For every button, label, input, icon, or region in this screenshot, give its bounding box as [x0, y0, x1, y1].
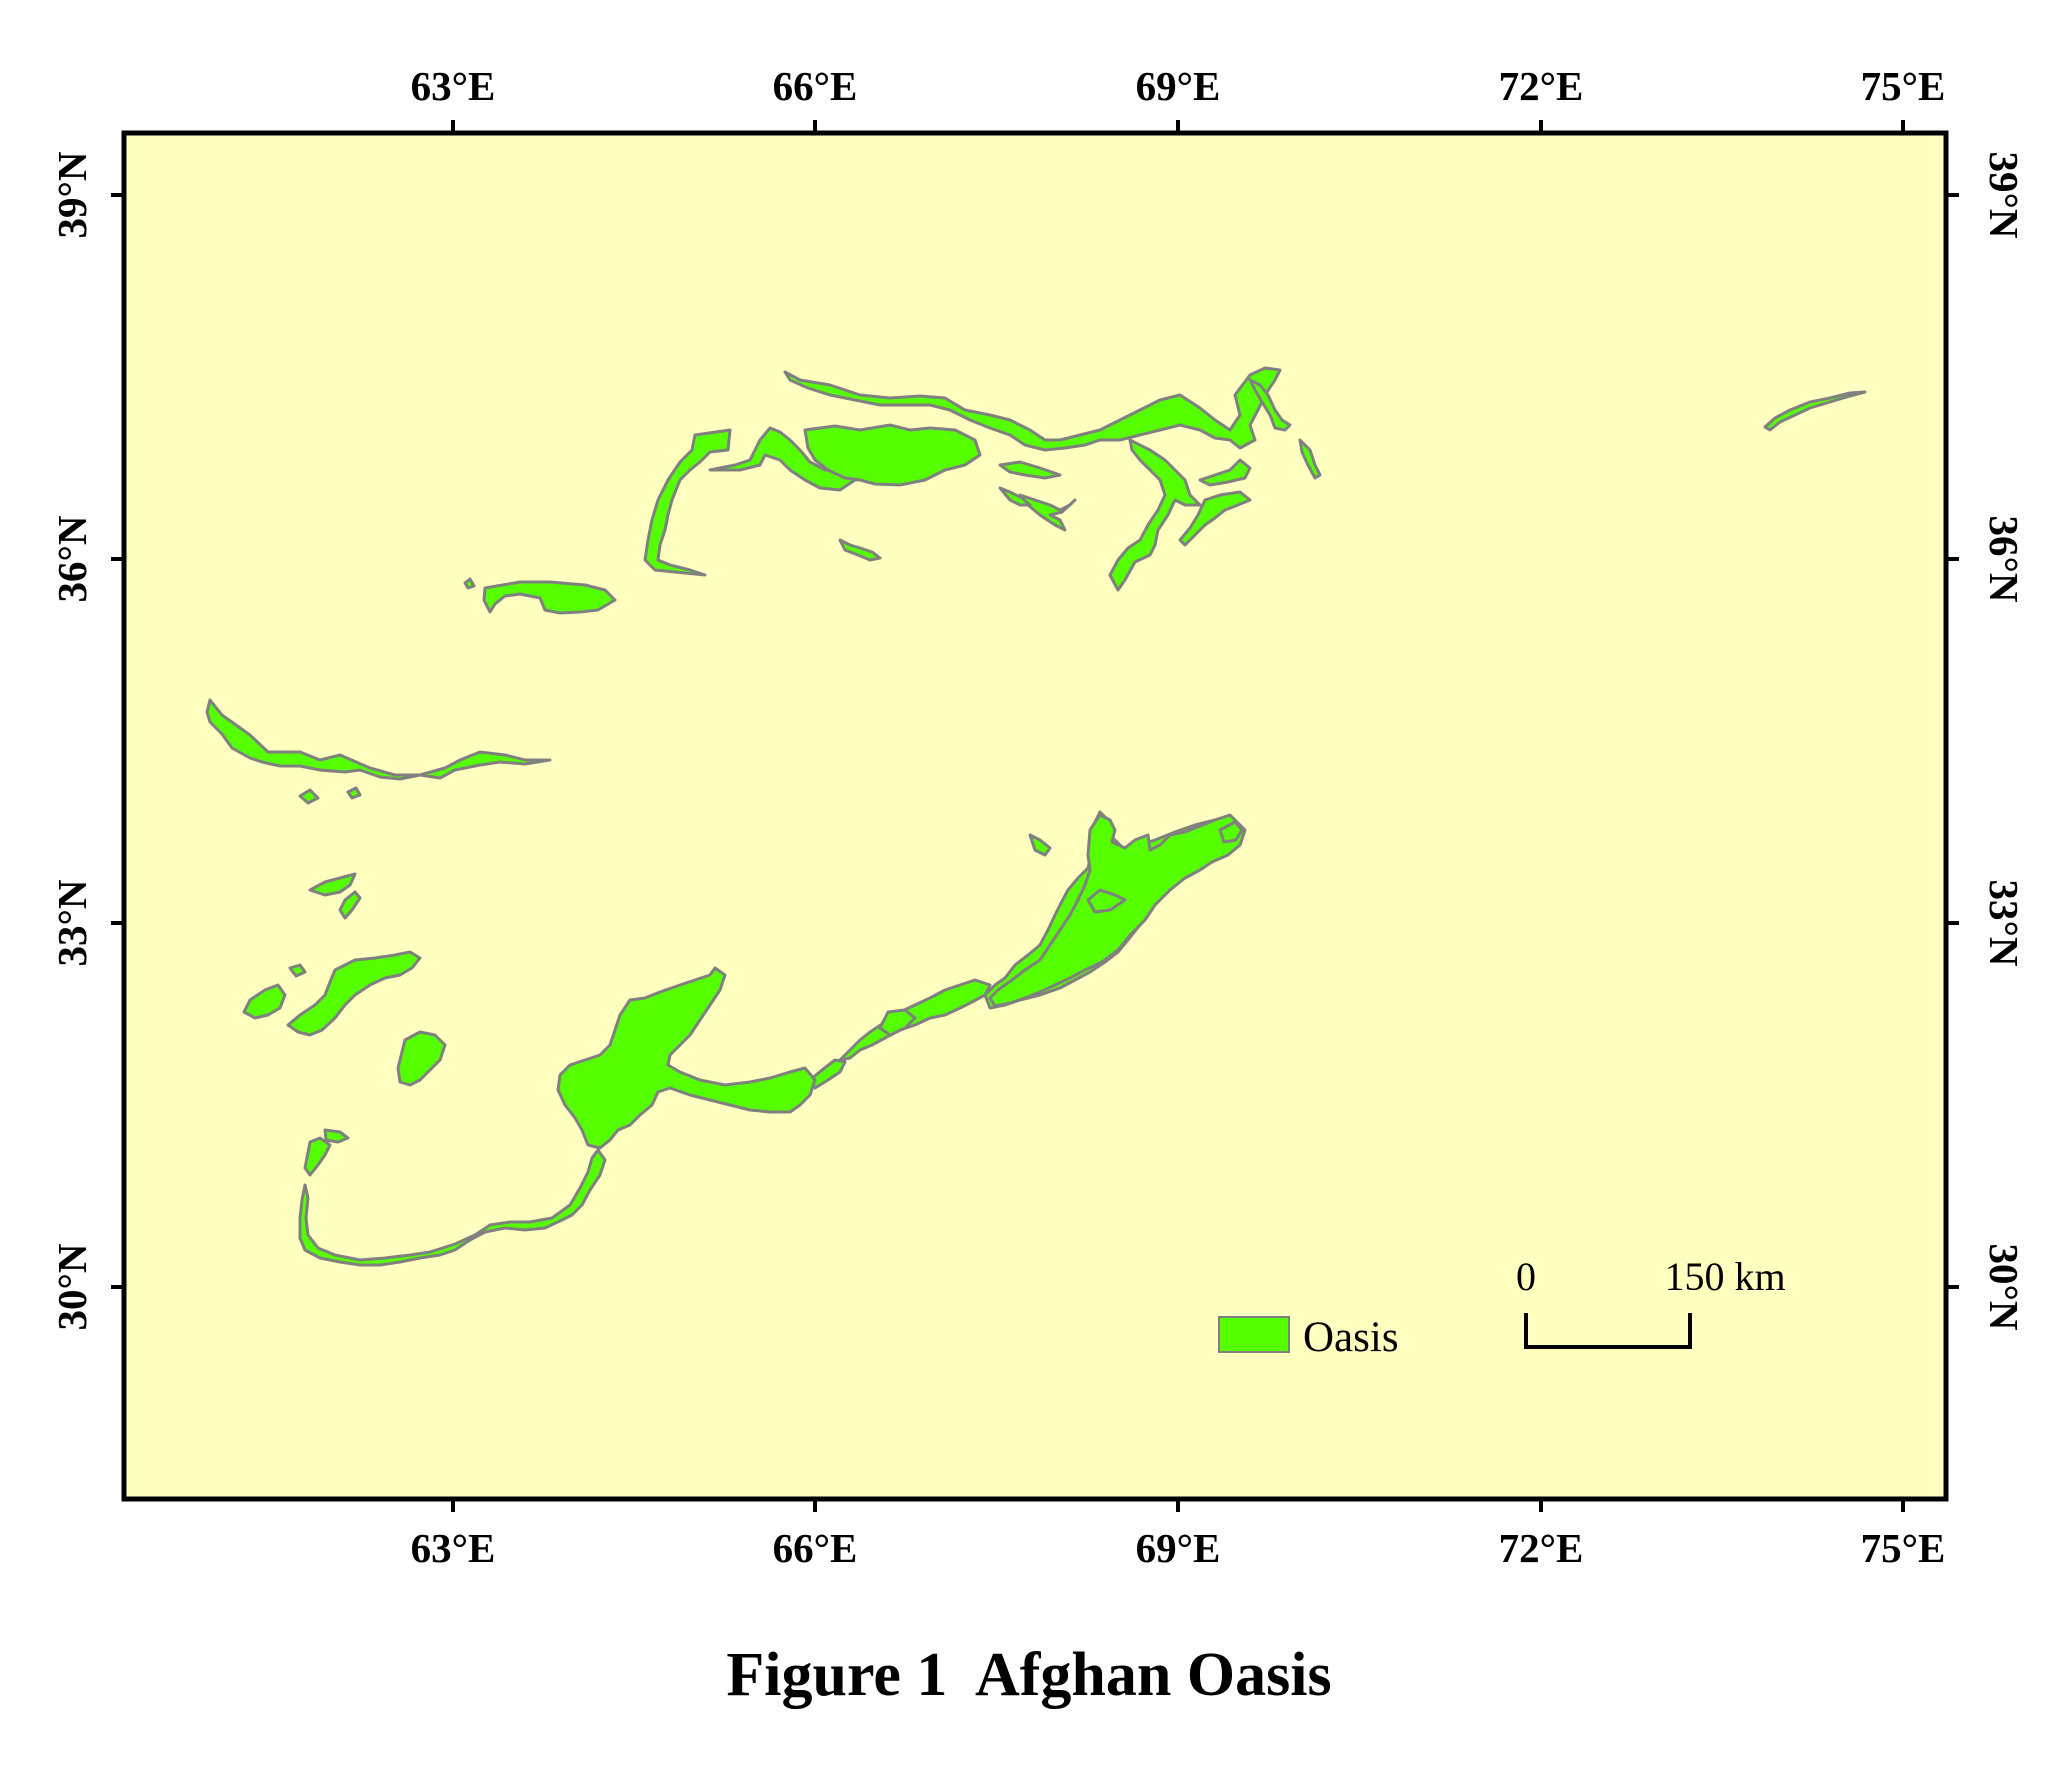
oasis-region — [556, 966, 817, 1150]
lon-tick-label: 75°E — [1861, 1525, 1946, 1571]
oasis-region — [303, 1136, 332, 1177]
oasis-region — [803, 423, 982, 487]
lat-tick-label: 30°N — [49, 1243, 95, 1330]
oasis-regions — [205, 366, 1867, 1267]
lat-tick-label: 39°N — [49, 151, 95, 238]
lon-tick-label: 66°E — [773, 63, 858, 109]
oasis-region — [323, 1128, 350, 1144]
map-ticks — [111, 120, 1959, 1512]
lon-tick-label: 72°E — [1499, 63, 1584, 109]
oasis-region — [838, 538, 882, 562]
oasis-region — [288, 963, 307, 978]
oasis-region — [286, 950, 422, 1037]
oasis-region — [1218, 820, 1244, 844]
scale-end-label: 150 km — [1664, 1254, 1785, 1299]
lon-tick-label: 69°E — [1136, 1525, 1221, 1571]
lat-tick-label: 33°N — [49, 879, 95, 966]
oasis-region — [998, 486, 1032, 507]
oasis-region — [338, 890, 362, 920]
legend-swatch — [1218, 1316, 1290, 1353]
oasis-region — [998, 460, 1062, 480]
oasis-region — [643, 428, 732, 577]
lon-tick-label: 63°E — [411, 63, 496, 109]
figure-caption: Figure 1 Afghan Oasis — [726, 1641, 1332, 1709]
scale-bar: 0 150 km — [1516, 1254, 1786, 1349]
lat-tick-label: 33°N — [1981, 879, 2027, 966]
oasis-region — [1248, 378, 1292, 432]
oasis-region — [1108, 438, 1202, 592]
oasis-region — [1763, 390, 1867, 432]
oasis-region — [808, 1058, 847, 1090]
lon-tick-label: 63°E — [411, 1525, 496, 1571]
oasis-region — [1028, 833, 1052, 857]
oasis-region — [463, 577, 476, 590]
legend: Oasis — [1218, 1314, 1399, 1361]
lon-tick-label: 69°E — [1136, 63, 1221, 109]
oasis-region — [298, 788, 320, 805]
lat-tick-label: 36°N — [1981, 515, 2027, 602]
latitude-labels-right: 39°N 36°N 33°N 30°N — [1981, 151, 2027, 1330]
oasis-region — [298, 1148, 607, 1267]
oasis-region — [482, 580, 617, 615]
oasis-region — [1178, 490, 1252, 547]
longitude-labels-bottom: 63°E 66°E 69°E 72°E 75°E — [411, 1525, 1946, 1571]
oasis-region — [1198, 458, 1252, 487]
oasis-region — [988, 813, 1247, 1008]
oasis-region — [1018, 493, 1077, 532]
scale-bar-line — [1524, 1313, 1692, 1349]
legend-label: Oasis — [1303, 1314, 1399, 1361]
oasis-region — [308, 872, 357, 897]
lat-tick-label: 36°N — [49, 515, 95, 602]
oasis-region — [1298, 438, 1322, 480]
oasis-region — [396, 1030, 447, 1087]
latitude-labels-left: 39°N 36°N 33°N 30°N — [49, 151, 95, 1330]
lat-tick-label: 30°N — [1981, 1243, 2027, 1330]
map-frame — [121, 130, 1949, 1502]
oasis-region — [346, 786, 362, 800]
scale-start-label: 0 — [1516, 1254, 1536, 1299]
longitude-labels-top: 63°E 66°E 69°E 72°E 75°E — [411, 63, 1946, 109]
oasis-region — [242, 983, 287, 1020]
lat-tick-label: 39°N — [1981, 151, 2027, 238]
lon-tick-label: 66°E — [773, 1525, 858, 1571]
oasis-region — [1086, 888, 1127, 914]
oasis-region — [205, 698, 552, 781]
lon-tick-label: 75°E — [1861, 63, 1946, 109]
oasis-region — [878, 1008, 917, 1037]
lon-tick-label: 72°E — [1499, 1525, 1584, 1571]
